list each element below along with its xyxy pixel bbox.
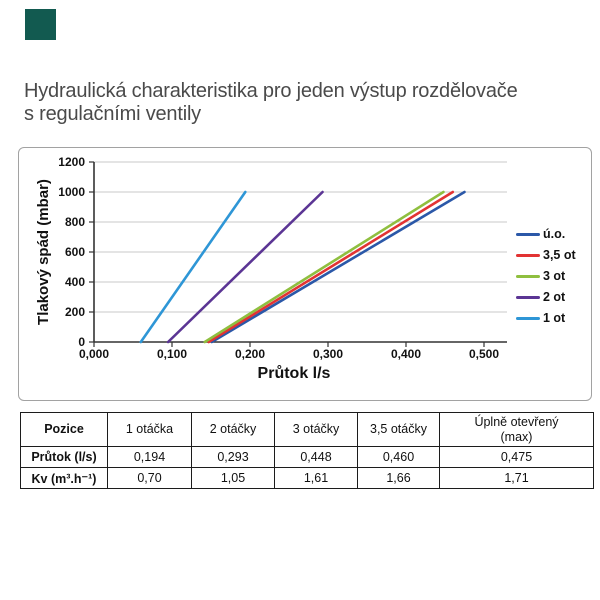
legend-item: 2 ot [516, 289, 565, 305]
y-tick-label: 1200 [58, 155, 85, 169]
y-tick-label: 200 [64, 305, 85, 319]
page-title-line1: Hydraulická charakteristika pro jeden vý… [24, 80, 518, 102]
legend-item: 1 ot [516, 310, 565, 326]
header-2-otacky: 2 otáčky [191, 412, 275, 447]
valve-position-table: Pozice 1 otáčka 2 otáčky 3 otáčky 3,5 ot… [20, 412, 594, 489]
y-tick-label: 0 [78, 335, 85, 349]
series-line-o [210, 190, 466, 344]
prutok-value: 0,293 [191, 446, 275, 468]
x-tick-label: 0,100 [156, 347, 188, 361]
prutok-value: 0,194 [107, 446, 192, 468]
legend-label: 1 ot [543, 311, 566, 325]
legend-label: 2 ot [543, 290, 566, 304]
series-line-1ot [139, 190, 247, 344]
kv-value: 1,66 [357, 467, 440, 489]
header-uplne-otevreny: Úplně otevřený (max) [439, 412, 594, 447]
legend-item: ú.o. [516, 226, 565, 242]
table-row-prutok: Průtok (l/s) 0,194 0,293 0,448 0,460 0,4… [20, 446, 594, 468]
kv-value: 0,70 [107, 467, 192, 489]
legend-label: ú.o. [543, 227, 566, 241]
x-axis-title: Průtok l/s [257, 365, 331, 382]
legend-swatch [516, 274, 540, 278]
header-pozice: Pozice [20, 412, 108, 447]
legend-label: 3 ot [543, 269, 566, 283]
chart-plot-svg [89, 161, 507, 347]
table-header-row: Pozice 1 otáčka 2 otáčky 3 otáčky 3,5 ot… [20, 412, 594, 447]
x-tick-label: 0,300 [312, 347, 344, 361]
y-tick-label: 1000 [58, 185, 85, 199]
x-tick-label: 0,200 [234, 347, 266, 361]
prutok-value: 0,448 [274, 446, 358, 468]
header-1-otacka: 1 otáčka [107, 412, 192, 447]
corner-accent-square [25, 9, 56, 40]
kv-value: 1,61 [274, 467, 358, 489]
x-tick-label: 0,500 [468, 347, 500, 361]
legend-swatch [516, 232, 540, 236]
prutok-value: 0,475 [439, 446, 594, 468]
kv-value: 1,05 [191, 467, 275, 489]
legend-item: 3 ot [516, 268, 565, 284]
row-label-prutok: Průtok (l/s) [20, 446, 108, 468]
prutok-value: 0,460 [357, 446, 440, 468]
legend-swatch [516, 295, 540, 299]
row-label-kv: Kv (m³.h⁻¹) [20, 467, 108, 489]
x-tick-label: 0,400 [390, 347, 422, 361]
series-line-35ot [207, 190, 455, 344]
header-3-otacky: 3 otáčky [274, 412, 358, 447]
table-row-kv: Kv (m³.h⁻¹) 0,70 1,05 1,61 1,66 1,71 [20, 467, 594, 489]
series-line-3ot [203, 190, 445, 344]
legend-item: 3,5 ot [516, 247, 576, 263]
y-tick-label: 600 [64, 245, 85, 259]
x-tick-label: 0,000 [78, 347, 110, 361]
hydraulic-characteristic-chart: Tlakový spád (mbar) Průtok l/s 0 200 400 60… [18, 147, 592, 401]
kv-value: 1,71 [439, 467, 594, 489]
page-title-line2: s regulačními ventily [24, 103, 201, 125]
header-35-otacky: 3,5 otáčky [357, 412, 440, 447]
page-title: Hydraulická charakteristika pro jeden vý… [24, 80, 569, 126]
series-line-2ot [166, 190, 324, 344]
y-tick-label: 800 [64, 215, 85, 229]
legend-swatch [516, 253, 540, 257]
y-tick-label: 400 [64, 275, 85, 289]
legend-swatch [516, 316, 540, 320]
legend-label: 3,5 ot [543, 248, 576, 262]
